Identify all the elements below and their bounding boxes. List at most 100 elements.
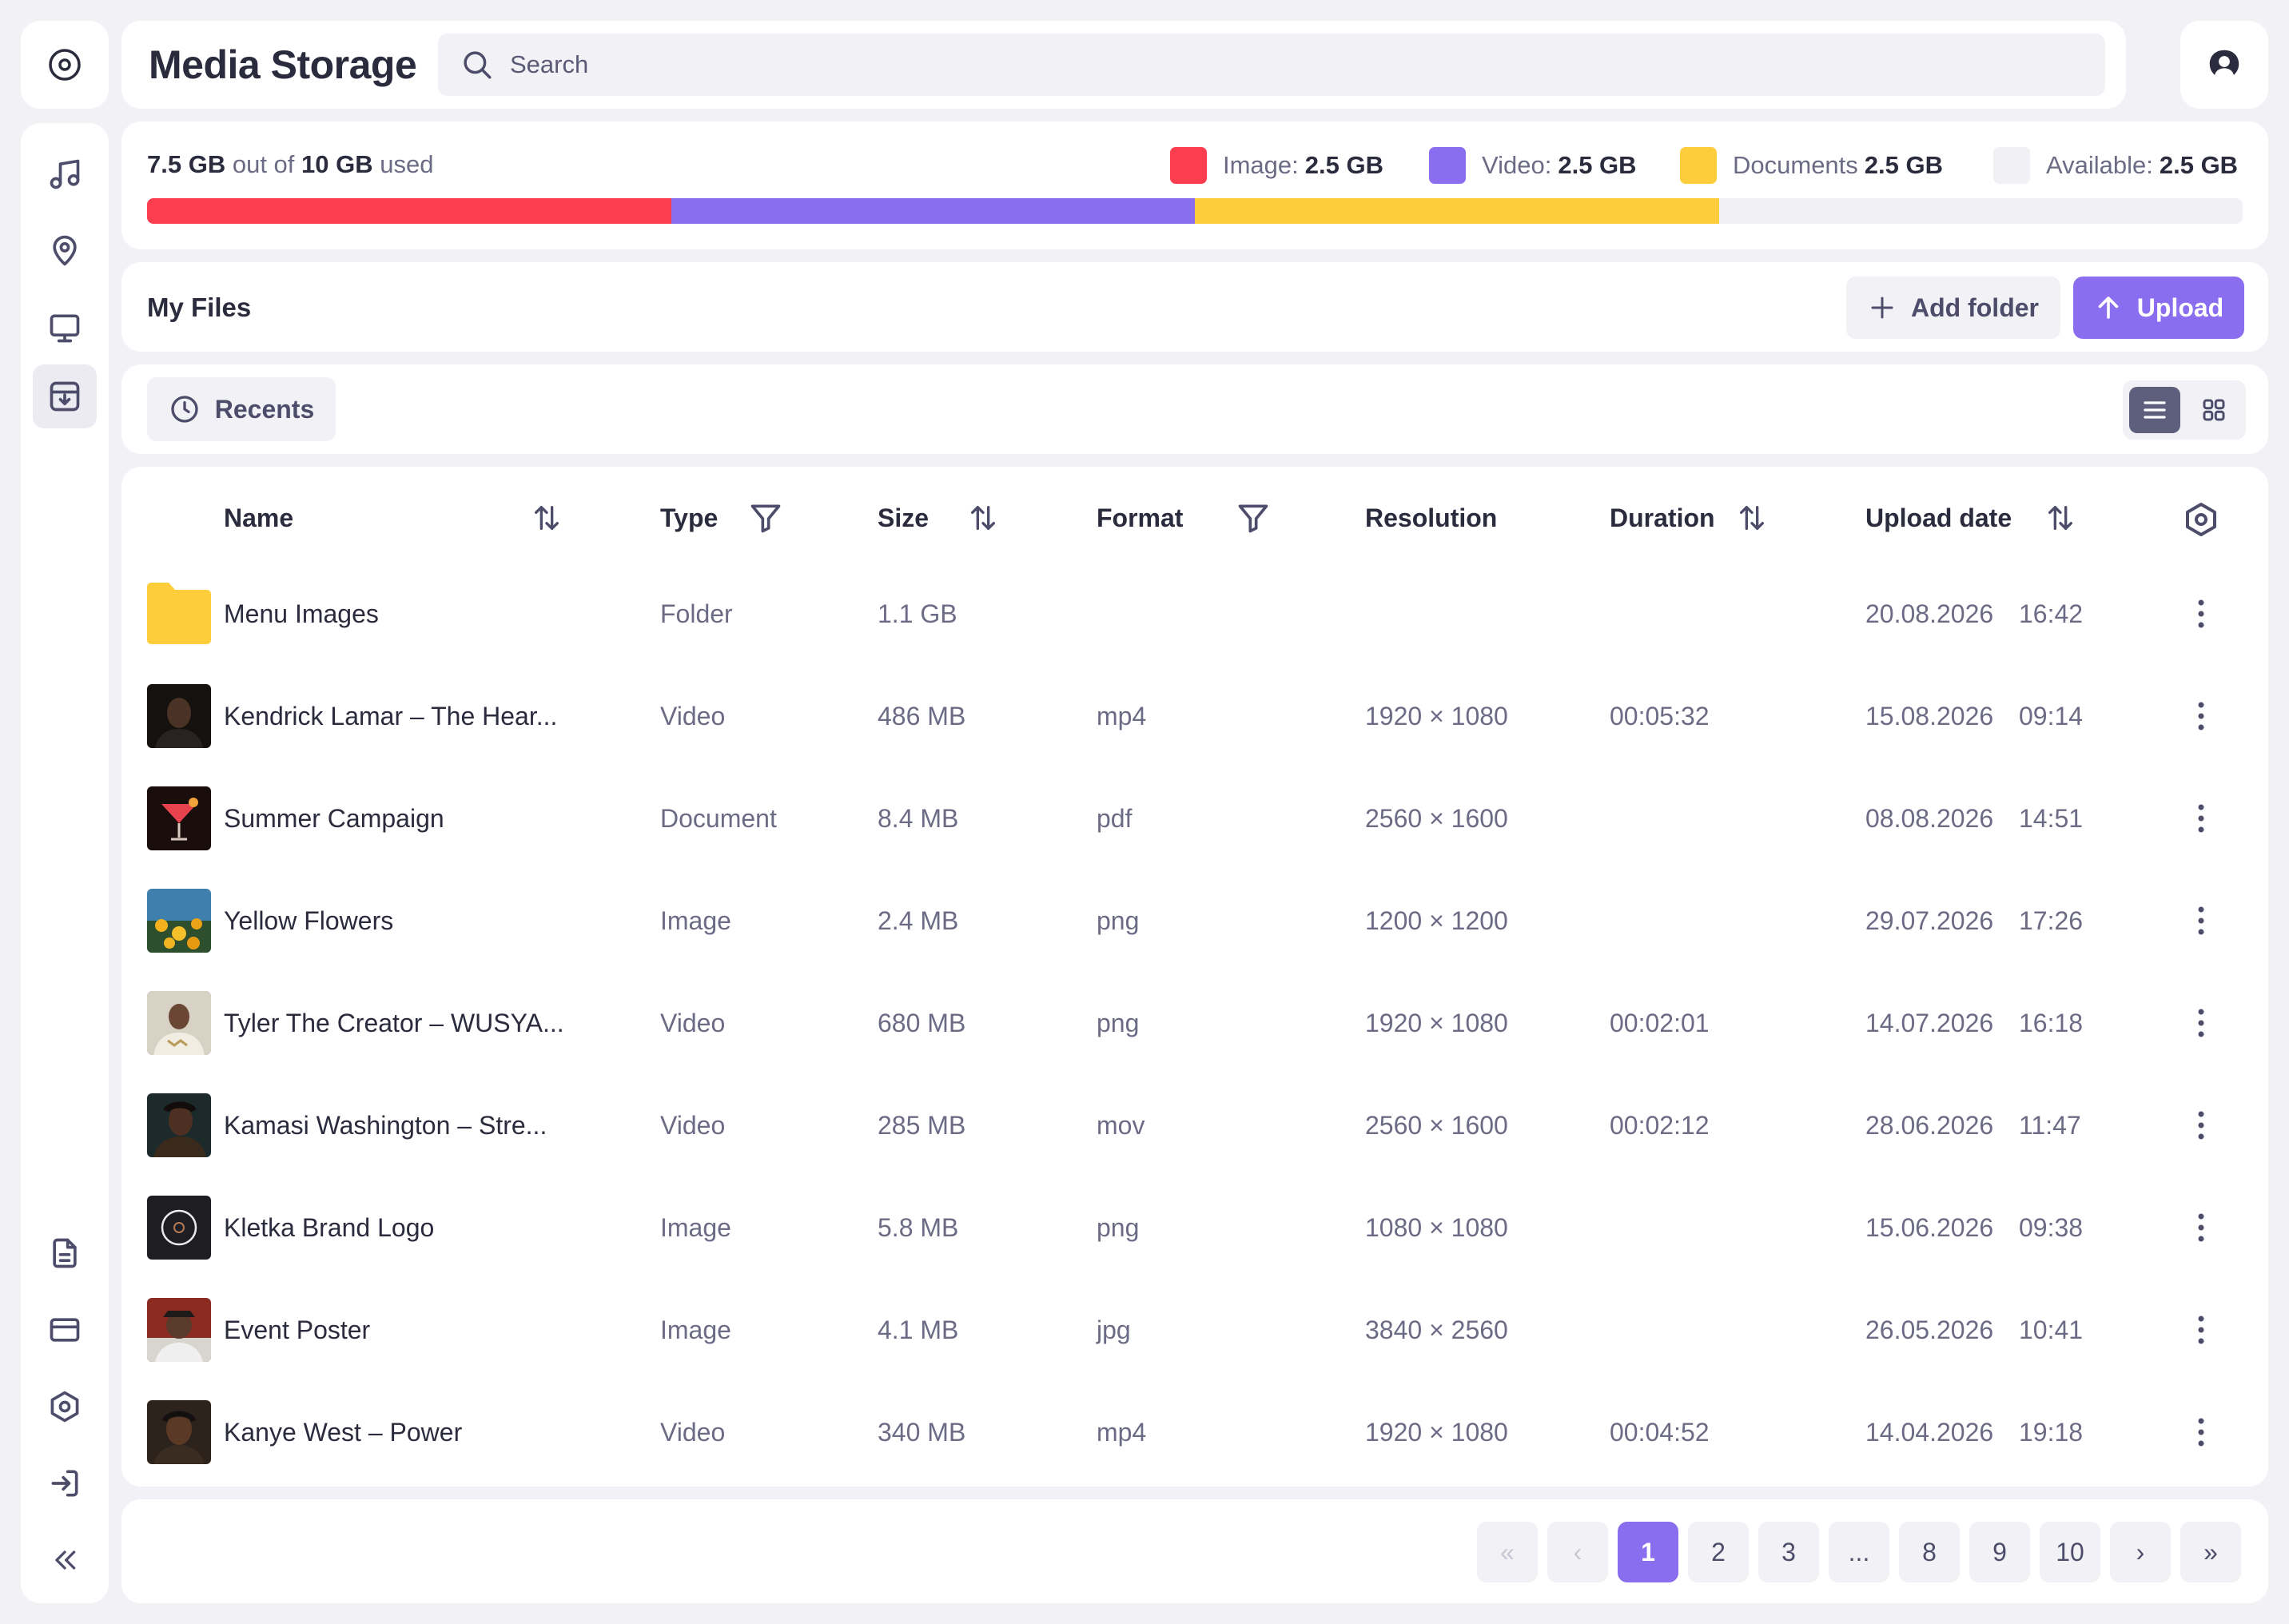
file-size: 5.8 MB [878,1213,959,1242]
table-row[interactable]: Tyler The Creator – WUSYA... Video 680 M… [121,972,2268,1074]
more-options-icon[interactable] [2191,1004,2211,1042]
next-page-button[interactable]: › [2110,1522,2171,1582]
file-size: 340 MB [878,1418,966,1447]
my-files-bar: My Files Add folder Upload [121,262,2268,352]
sidebar-item-billing[interactable] [33,1298,97,1362]
grid-icon [2203,399,2225,421]
more-options-icon[interactable] [2191,1311,2211,1349]
sidebar-item-monitor[interactable] [33,296,97,360]
portrait-thumbnail [147,1298,211,1362]
file-format: pdf [1097,804,1133,833]
prev-page-button[interactable]: ‹ [1547,1522,1608,1582]
sidebar-item-music[interactable] [33,142,97,206]
add-folder-button[interactable]: Add folder [1846,277,2060,339]
file-upload-time: 09:14 [2019,702,2084,730]
sidebar-item-settings[interactable] [33,1375,97,1439]
column-header-type[interactable]: Type [660,504,719,532]
document-icon [53,1238,77,1268]
file-type: Video [660,702,726,730]
page-button[interactable]: 2 [1688,1522,1749,1582]
column-header-name[interactable]: Name [224,504,294,532]
filter-icon[interactable] [1236,500,1271,535]
file-upload-date: 26.05.2026 [1865,1316,1994,1344]
upload-label: Upload [2136,293,2224,322]
legend-value: 2.5 GB [2159,151,2239,179]
collapse-icon [55,1550,76,1570]
first-page-button[interactable]: « [1477,1522,1538,1582]
recents-button[interactable]: Recents [147,377,336,441]
file-duration: 00:05:32 [1610,702,1710,730]
file-duration: 00:02:01 [1610,1009,1710,1037]
page-button[interactable]: 3 [1758,1522,1819,1582]
list-view-button[interactable] [2129,387,2180,433]
sidebar-item-storage[interactable] [33,364,97,428]
table-row[interactable]: Yellow Flowers Image 2.4 MB png 1200 × 1… [121,870,2268,972]
sidebar-collapse-button[interactable] [33,1528,97,1592]
page-button[interactable]: 1 [1618,1522,1678,1582]
table-row[interactable]: Kletka Brand Logo Image 5.8 MB png 1080 … [121,1176,2268,1279]
table-row[interactable]: Summer Campaign Document 8.4 MB pdf 2560… [121,767,2268,870]
storage-used-text: used [380,150,434,178]
sidebar-item-documents[interactable] [33,1221,97,1285]
sort-icon[interactable] [967,500,999,535]
clock-icon [171,396,198,423]
table-row[interactable]: Kanye West – Power Video 340 MB mp4 1920… [121,1381,2268,1483]
sort-icon[interactable] [1736,500,1768,535]
file-upload-date: 15.08.2026 [1865,702,1994,730]
sort-icon[interactable] [2044,500,2076,535]
legend-available: Available: 2.5 GB [1993,147,2238,184]
search-input[interactable] [510,50,2028,79]
file-upload-date: 20.08.2026 [1865,599,1994,628]
column-header-format[interactable]: Format [1097,504,1184,532]
column-header-resolution[interactable]: Resolution [1365,504,1498,532]
target-logo-icon [49,49,81,81]
page-button[interactable]: 8 [1899,1522,1960,1582]
more-options-icon[interactable] [2191,595,2211,633]
file-duration: 00:04:52 [1610,1418,1710,1447]
filter-icon[interactable] [748,500,783,535]
more-options-icon[interactable] [2191,902,2211,940]
page-button[interactable]: 10 [2040,1522,2100,1582]
recents-label: Recents [214,394,315,424]
legend-image: Image: 2.5 GB [1170,147,1383,184]
list-icon [2144,401,2166,419]
file-resolution: 3840 × 2560 [1365,1316,1508,1344]
grid-view-button[interactable] [2188,387,2239,433]
file-size: 8.4 MB [878,804,959,833]
table-row[interactable]: Kendrick Lamar – The Hear... Video 486 M… [121,665,2268,767]
more-options-icon[interactable] [2191,1208,2211,1247]
page-button[interactable]: 9 [1969,1522,2030,1582]
more-options-icon[interactable] [2191,1413,2211,1451]
file-resolution: 1920 × 1080 [1365,1418,1508,1447]
file-type: Folder [660,599,733,628]
search-box[interactable] [438,34,2105,96]
file-resolution: 1080 × 1080 [1365,1213,1508,1242]
more-options-icon[interactable] [2191,697,2211,735]
legend-swatch-documents [1680,147,1717,184]
file-name: Tyler The Creator – WUSYA... [224,1009,564,1037]
user-profile-button[interactable] [2180,21,2268,109]
file-resolution: 2560 × 1600 [1365,804,1508,833]
sort-icon[interactable] [531,500,563,535]
table-row[interactable]: Menu Images Folder 1.1 GB 20.08.2026 16:… [121,563,2268,665]
file-name: Menu Images [224,599,379,628]
app-logo[interactable] [21,21,109,109]
column-header-upload-date[interactable]: Upload date [1865,504,2012,532]
more-options-icon[interactable] [2191,1106,2211,1144]
file-size: 4.1 MB [878,1316,959,1344]
sidebar-item-logout[interactable] [33,1451,97,1515]
portrait-thumbnail [147,684,211,748]
arrow-up-icon [2098,297,2119,319]
storage-usage-panel: 7.5 GB out of 10 GB used Image: 2.5 GB V… [121,121,2268,249]
column-header-duration[interactable]: Duration [1610,504,1715,532]
column-header-size[interactable]: Size [878,504,930,532]
table-row[interactable]: Kamasi Washington – Stre... Video 285 MB… [121,1074,2268,1176]
last-page-button[interactable]: » [2180,1522,2241,1582]
file-upload-time: 14:51 [2019,804,2084,833]
column-settings-icon[interactable] [2182,500,2220,539]
header: Media Storage [121,21,2126,109]
upload-button[interactable]: Upload [2073,277,2244,339]
more-options-icon[interactable] [2191,799,2211,838]
sidebar-item-location[interactable] [33,219,97,283]
table-row[interactable]: Event Poster Image 4.1 MB jpg 3840 × 256… [121,1279,2268,1381]
